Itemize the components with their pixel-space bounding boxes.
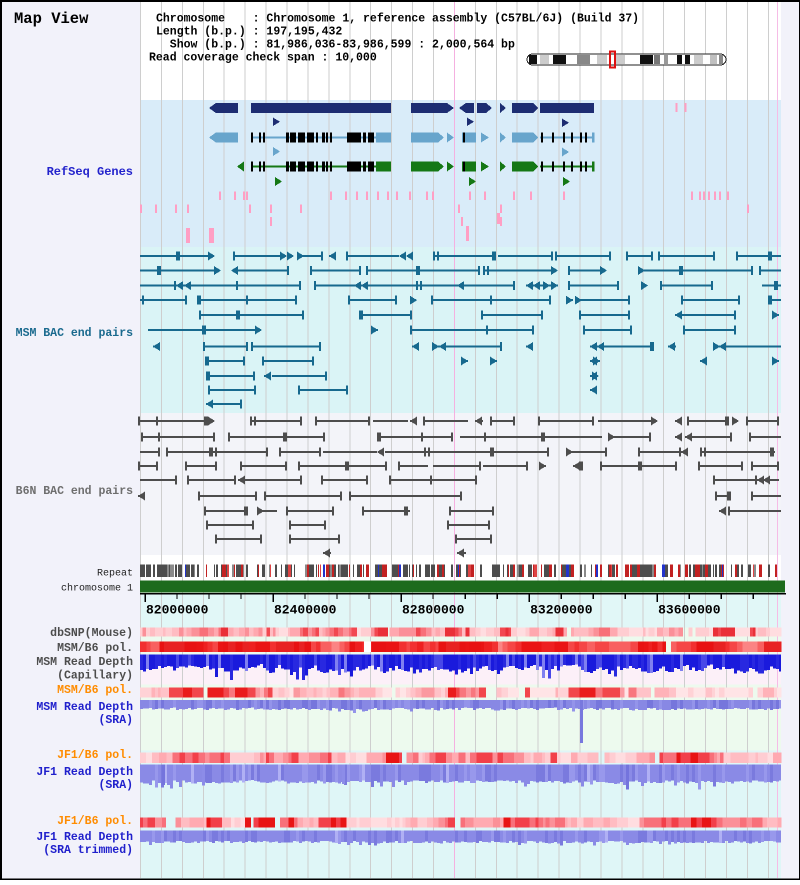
svg-text:(SRA trimmed): (SRA trimmed) [43,844,133,857]
svg-text:Map View: Map View [14,10,89,28]
svg-text:82000000: 82000000 [146,603,209,618]
svg-text:MSM Read Depth: MSM Read Depth [36,656,133,669]
svg-text:82800000: 82800000 [402,603,465,618]
svg-text:83600000: 83600000 [658,603,721,618]
svg-text:JF1 Read Depth: JF1 Read Depth [36,766,133,779]
svg-text:(SRA): (SRA) [98,779,133,792]
svg-text:dbSNP(Mouse): dbSNP(Mouse) [50,627,133,640]
svg-text:JF1/B6 pol.: JF1/B6 pol. [57,749,133,762]
svg-text:chromosome 1: chromosome 1 [61,583,133,595]
svg-text:MSM/B6 pol.: MSM/B6 pol. [57,642,133,655]
svg-text:B6N BAC end pairs: B6N BAC end pairs [16,485,133,498]
svg-text:Show (b.p.) : 81,986,036-83,98: Show (b.p.) : 81,986,036-83,986,599 : 2,… [156,39,515,52]
svg-text:83200000: 83200000 [530,603,593,618]
svg-text:MSM Read Depth: MSM Read Depth [36,701,133,714]
svg-text:(SRA): (SRA) [98,714,133,727]
svg-text:(Capillary): (Capillary) [57,670,133,683]
svg-text:Length (b.p.) : 197,195,432: Length (b.p.) : 197,195,432 [156,26,342,39]
svg-text:JF1/B6 pol.: JF1/B6 pol. [57,815,133,828]
svg-text:Repeat: Repeat [97,569,133,580]
svg-text:82400000: 82400000 [274,603,337,618]
svg-text:Read coverage check span : 10,: Read coverage check span : 10,000 [149,52,377,65]
svg-text:RefSeq Genes: RefSeq Genes [47,165,133,179]
svg-text:MSM BAC end pairs: MSM BAC end pairs [16,327,133,340]
svg-text:Chromosome : Chromosome 1,: Chromosome : Chromosome 1, reference ass… [156,13,639,26]
svg-text:JF1 Read Depth: JF1 Read Depth [36,831,133,844]
svg-text:MSM/B6 pol.: MSM/B6 pol. [57,684,133,697]
